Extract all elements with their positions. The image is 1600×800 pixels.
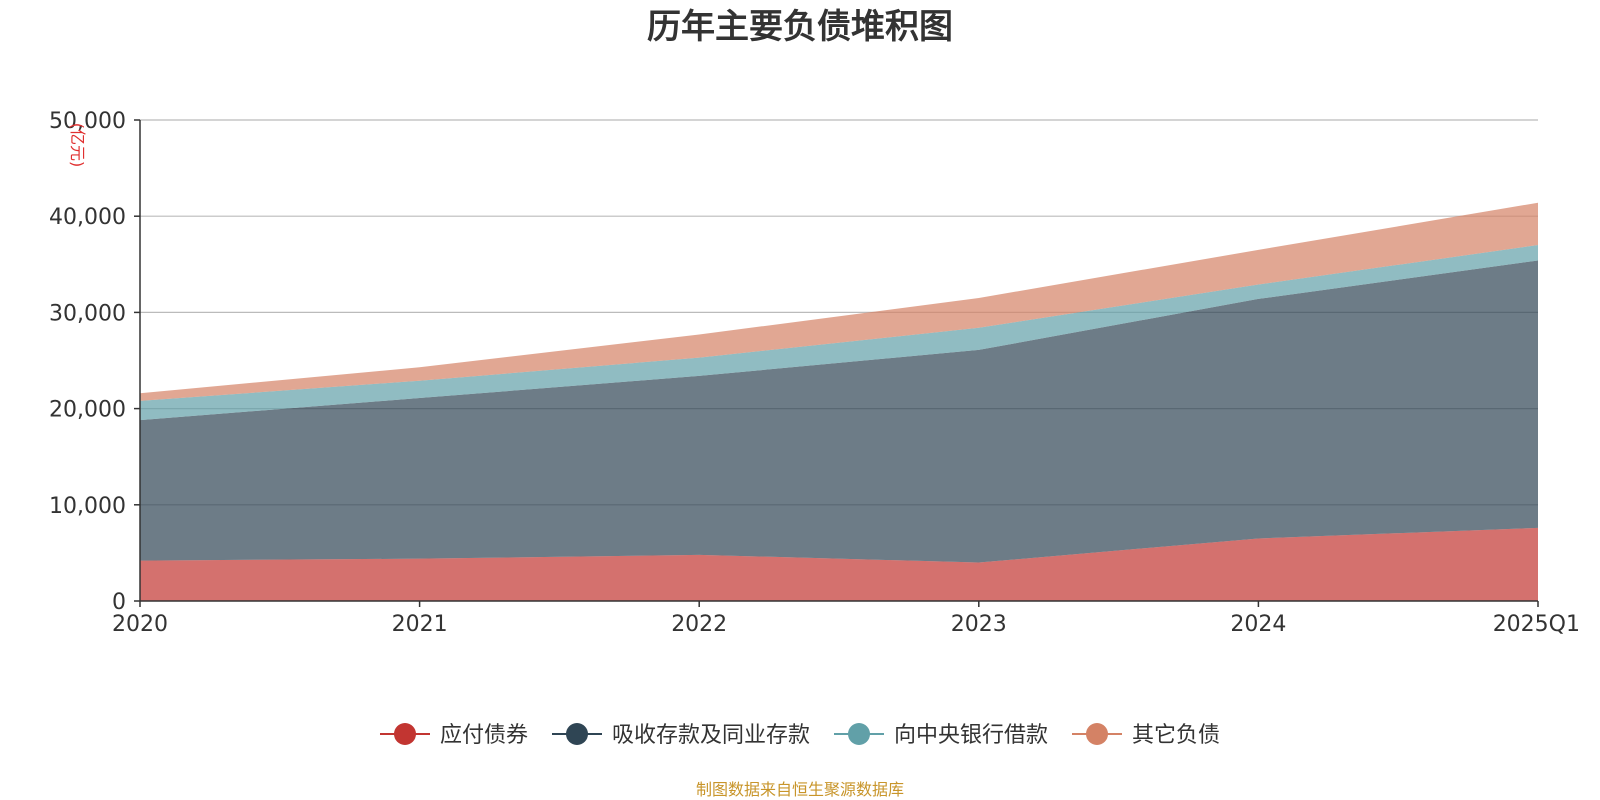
source-note: 制图数据来自恒生聚源数据库 xyxy=(696,780,904,799)
x-tick-label-4: 2024 xyxy=(1230,612,1286,637)
area-series-3 xyxy=(140,202,1538,401)
legend: 应付债券 吸收存款及同业存款 向中央银行借款 其它负债 xyxy=(379,723,1220,748)
x-tick-label-2: 2022 xyxy=(671,612,727,637)
legend-item-1: 吸收存款及同业存款 xyxy=(551,723,810,748)
plot-areas xyxy=(140,202,1538,601)
legend-marker-0 xyxy=(393,723,416,745)
legend-marker-3 xyxy=(1086,723,1109,745)
y-tick-label-5: 50,000 xyxy=(49,109,126,134)
legend-label-1: 吸收存款及同业存款 xyxy=(612,723,810,748)
y-axis-unit: (亿元) xyxy=(68,123,87,168)
x-tick-label-1: 2021 xyxy=(392,612,448,637)
x-tick-label-3: 2023 xyxy=(951,612,1007,637)
area-series-0 xyxy=(140,527,1538,601)
axes: 0 10,000 20,000 30,000 40,000 50,000 2020 2021 2… xyxy=(49,109,1580,637)
area-series-1 xyxy=(140,260,1538,563)
y-tick-label-1: 10,000 xyxy=(49,494,126,519)
x-tick-label-0: 2020 xyxy=(112,612,168,637)
legend-item-2: 向中央银行借款 xyxy=(834,723,1048,748)
legend-marker-2 xyxy=(848,723,871,745)
y-tick-label-2: 20,000 xyxy=(49,398,126,423)
legend-marker-1 xyxy=(565,723,588,745)
legend-label-0: 应付债券 xyxy=(440,723,528,748)
x-tick-label-5: 2025Q1 xyxy=(1493,612,1580,637)
legend-item-3: 其它负债 xyxy=(1072,723,1220,748)
legend-item-0: 应付债券 xyxy=(379,723,528,748)
chart-title: 历年主要负债堆积图 xyxy=(647,7,953,47)
legend-label-2: 向中央银行借款 xyxy=(894,723,1048,748)
legend-label-3: 其它负债 xyxy=(1132,723,1220,748)
y-tick-label-3: 30,000 xyxy=(49,301,126,326)
y-tick-label-0: 0 xyxy=(112,590,126,615)
y-tick-label-4: 40,000 xyxy=(49,205,126,230)
area-series-2 xyxy=(140,245,1538,421)
